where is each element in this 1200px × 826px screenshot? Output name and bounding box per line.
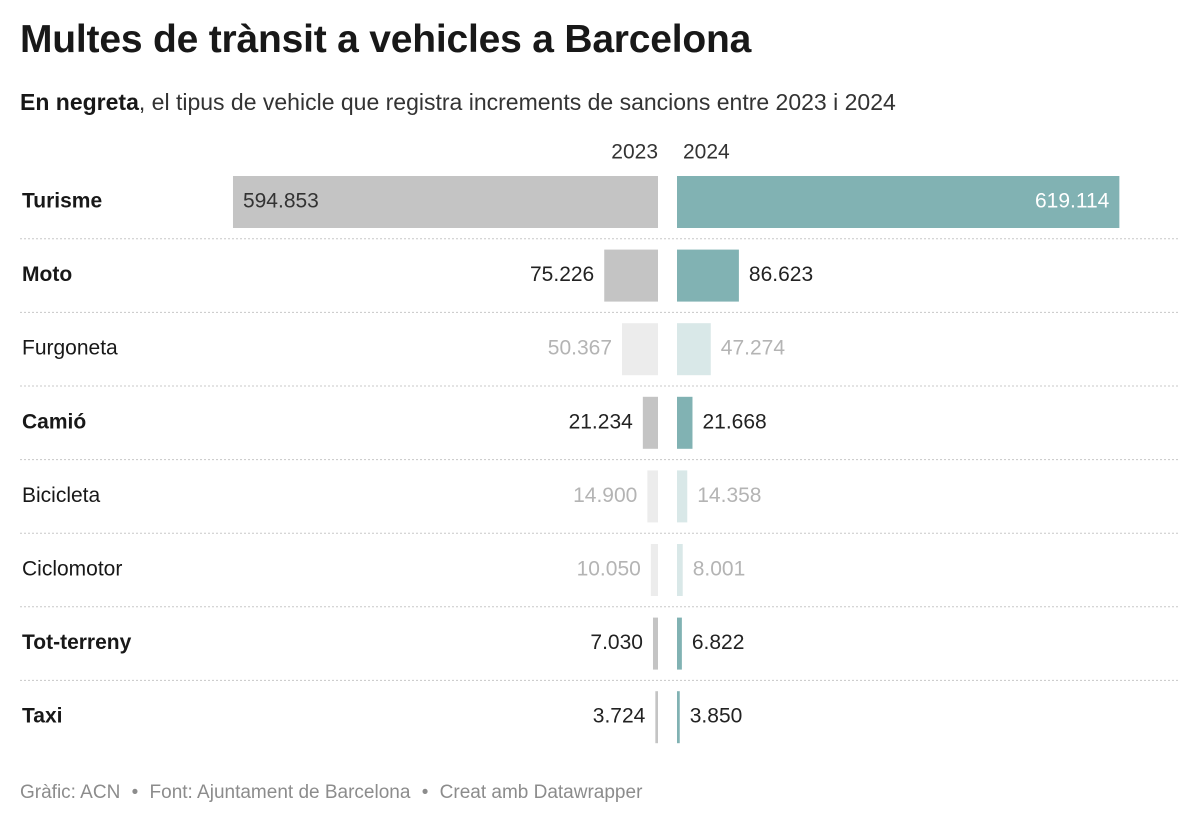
footer-separator: • [131,782,139,803]
category-label: Taxi [22,705,62,728]
bar-2023 [604,249,658,302]
value-label-2023: 10.050 [577,558,641,581]
bar-2024 [677,323,711,376]
category-label: Ciclomotor [22,558,122,581]
category-label: Camió [22,410,86,433]
footer-created: Creat amb Datawrapper [439,782,643,803]
value-label-2024: 47.274 [721,337,786,360]
chart-title: Multes de trànsit a vehicles a Barcelona [20,18,752,61]
bar-2023 [647,470,658,523]
chart-subtitle: En negreta, el tipus de vehicle que regi… [20,89,896,116]
value-label-2023: 7.030 [590,631,643,654]
footer-graphic: Gràfic: ACN [20,782,121,803]
category-label: Moto [22,263,72,286]
footer-separator: • [421,782,429,803]
bar-2023 [655,691,658,744]
bar-2024 [677,617,682,670]
bar-2024 [677,691,680,744]
value-label-2023: 594.853 [243,190,319,213]
value-label-2024: 6.822 [692,631,745,654]
value-label-2023: 21.234 [569,410,634,433]
category-label: Turisme [22,190,102,213]
value-label-2024: 3.850 [690,705,743,728]
category-label: Furgoneta [22,337,118,360]
bar-2024 [677,176,1120,228]
bar-2023 [652,617,658,670]
value-label-2023: 50.367 [548,337,612,360]
category-label: Bicicleta [22,484,101,507]
category-label: Tot-terreny [22,631,132,654]
value-label-2024: 21.668 [702,410,766,433]
bar-2024 [677,544,683,596]
bar-2023 [622,323,658,376]
bar-2024 [677,396,693,449]
value-label-2024: 8.001 [693,558,746,581]
chart-footer: Gràfic: ACN • Font: Ajuntament de Barcel… [20,782,642,804]
footer-source: Font: Ajuntament de Barcelona [149,782,411,803]
value-label-2024: 14.358 [697,484,761,507]
value-label-2023: 3.724 [593,705,646,728]
subtitle-rest: , el tipus de vehicle que registra incre… [138,89,896,115]
bar-2023 [232,176,658,228]
value-label-2023: 75.226 [530,263,594,286]
value-label-2023: 14.900 [573,484,637,507]
value-label-2024: 619.114 [1035,190,1110,213]
bar-chart: 2023 2024 Turisme 594.853 619.114 Moto 75.226 8… [20,141,1180,744]
subtitle-bold: En negreta [20,89,139,115]
year-header-2024: 2024 [683,141,730,164]
bar-2024 [677,470,688,523]
year-header-2023: 2023 [611,141,658,164]
bar-2023 [650,544,658,596]
value-label-2024: 86.623 [749,263,813,286]
bar-2024 [677,249,739,302]
bar-2023 [642,396,658,449]
